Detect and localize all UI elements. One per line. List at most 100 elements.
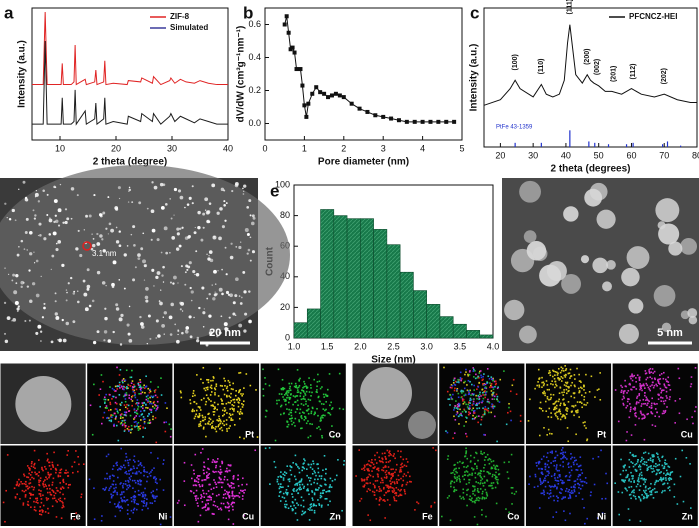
eds-signal: [486, 368, 489, 370]
eds-signal: [630, 406, 632, 409]
eds-signal: [241, 495, 244, 497]
eds-signal: [541, 492, 544, 495]
eds-signal: [280, 404, 283, 407]
eds-signal: [541, 410, 544, 412]
eds-signal: [406, 481, 409, 484]
eds-signal: [217, 425, 220, 428]
eds-signal: [640, 405, 643, 407]
eds-signal: [16, 493, 19, 496]
eds-signal: [119, 422, 122, 425]
peak-label: (200): [584, 49, 591, 65]
eds-signal: [134, 393, 136, 396]
eds-signal: [653, 370, 656, 373]
data-point: [292, 50, 297, 55]
eds-signal: [315, 488, 317, 491]
eds-signal: [632, 375, 634, 378]
eds-signal: [286, 420, 288, 423]
eds-signal: [201, 507, 204, 509]
eds-signal: [212, 420, 214, 423]
atom-cluster: [213, 293, 217, 297]
eds-signal: [639, 410, 642, 413]
atom-cluster: [55, 316, 60, 320]
eds-signal: [131, 388, 134, 391]
eds-signal: [137, 382, 140, 385]
eds-signal: [471, 404, 474, 406]
eds-signal: [479, 472, 481, 475]
eds-signal: [550, 416, 553, 419]
eds-signal: [207, 490, 210, 492]
eds-signal: [494, 383, 497, 386]
eds-signal: [132, 386, 135, 389]
eds-signal: [385, 458, 387, 460]
eds-signal: [207, 508, 210, 511]
eds-signal: [551, 380, 553, 382]
eds-signal: [455, 467, 457, 470]
eds-signal: [309, 422, 311, 425]
eds-signal: [139, 494, 141, 496]
eds-signal: [472, 468, 474, 471]
eds-signal: [224, 489, 226, 492]
eds-signal: [119, 509, 122, 512]
eds-signal: [586, 517, 589, 520]
atom-cluster: [33, 262, 36, 264]
atom-cluster: [169, 252, 171, 254]
eds-signal: [630, 377, 632, 380]
atom-cluster: [126, 323, 130, 327]
atom-cluster: [184, 236, 189, 240]
eds-signal: [316, 482, 319, 485]
eds-signal: [387, 485, 390, 488]
eds-signal: [477, 473, 479, 476]
eds-signal: [38, 493, 41, 495]
eds-signal: [225, 419, 228, 421]
atom-cluster: [143, 279, 146, 281]
eds-signal: [190, 490, 193, 493]
eds-signal: [42, 482, 44, 485]
eds-signal: [620, 458, 622, 461]
eds-signal: [490, 467, 493, 470]
eds-signal: [449, 394, 452, 396]
eds-signal: [221, 429, 224, 432]
eds-signal: [154, 497, 157, 499]
eds-signal: [220, 398, 223, 400]
eds-signal: [468, 481, 470, 484]
eds-signal: [135, 415, 138, 417]
eds-signal: [456, 461, 459, 464]
eds-signal: [633, 480, 635, 482]
eds-signal: [646, 494, 648, 497]
eds-signal: [480, 376, 483, 379]
atom-cluster: [128, 188, 132, 192]
eds-signal: [121, 466, 124, 469]
eds-signal: [631, 374, 633, 377]
atom-cluster: [176, 227, 180, 231]
atom-cluster: [112, 260, 117, 265]
eds-signal: [214, 388, 217, 391]
eds-signal: [127, 404, 130, 407]
eds-signal: [626, 392, 628, 394]
eds-signal: [48, 484, 50, 487]
eds-signal: [492, 482, 495, 484]
eds-signal: [601, 512, 604, 515]
eds-signal: [137, 464, 140, 467]
eds-signal: [626, 400, 629, 403]
eds-signal: [639, 520, 642, 522]
eds-signal: [580, 480, 583, 483]
eds-signal: [213, 413, 215, 416]
eds-signal: [144, 392, 146, 394]
eds-signal: [385, 466, 387, 468]
atom-cluster: [40, 275, 42, 278]
eds-signal: [490, 482, 493, 484]
eds-signal: [308, 391, 311, 393]
atom-cluster: [219, 207, 223, 211]
eds-signal: [626, 475, 629, 477]
eds-signal: [227, 379, 230, 382]
eds-signal: [658, 472, 661, 474]
eds-signal: [231, 487, 233, 489]
atom-cluster: [203, 308, 205, 310]
eds-signal: [241, 483, 243, 486]
eds-signal: [507, 411, 509, 414]
eds-signal: [232, 477, 235, 480]
eds-signal: [554, 485, 556, 488]
eds-signal: [625, 476, 627, 479]
eds-signal: [291, 496, 294, 498]
eds-signal: [640, 477, 642, 480]
